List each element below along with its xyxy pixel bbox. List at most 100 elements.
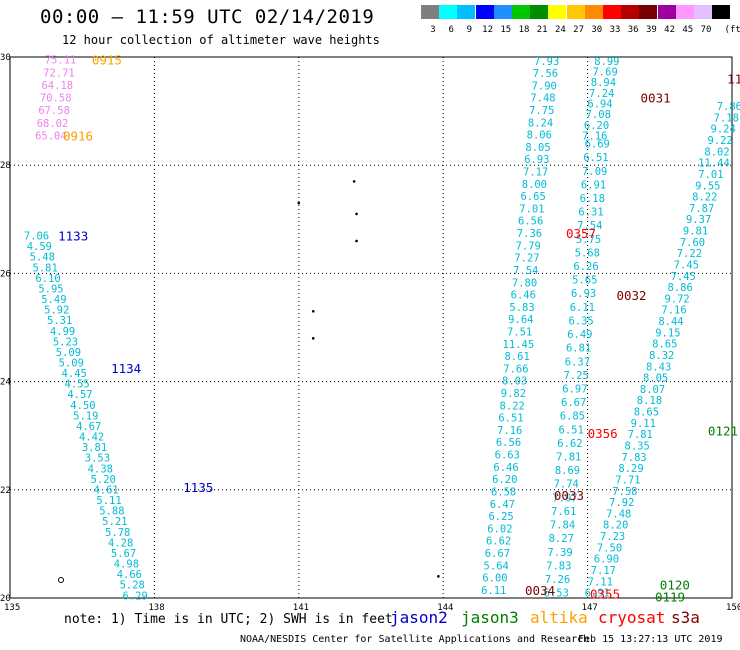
wave-height-value: 7.01 (519, 203, 544, 215)
legend-label: 45 (682, 25, 694, 35)
wave-height-value: 7.84 (550, 520, 575, 532)
wave-height-value: 6.62 (557, 438, 582, 450)
wave-height-value: 5.92 (44, 305, 69, 317)
legend-label: 9 (466, 25, 473, 35)
y-tick-label: 30 (0, 53, 11, 63)
wave-height-value: 7.81 (556, 452, 581, 464)
wave-height-value: 5.11 (96, 495, 121, 507)
wave-height-value: 4.61 (93, 484, 118, 496)
wave-height-value: 6.26 (573, 261, 598, 273)
wave-height-value: 7.61 (551, 506, 576, 518)
wave-height-value: 7.90 (532, 80, 557, 92)
satellite-s3a: s3a (671, 608, 700, 627)
legend-swatch (621, 5, 640, 19)
wave-height-value: 7.18 (714, 112, 739, 124)
wave-height-value: 8.94 (591, 77, 616, 89)
wave-height-value: 7.81 (628, 429, 653, 441)
wave-height-value: 4.57 (67, 389, 92, 401)
wave-height-value: 7.54 (513, 265, 538, 277)
wave-height-value: 9.82 (501, 388, 526, 400)
wave-height-value: 5.20 (91, 474, 116, 486)
x-tick-label: 138 (148, 603, 164, 613)
wave-height-value: 5.64 (484, 560, 509, 572)
pass-time-label: 0119 (655, 589, 685, 604)
wave-height-value: 6.10 (35, 273, 60, 285)
wave-height-value: 7.66 (503, 363, 528, 375)
pass-time-label: 0033 (554, 488, 584, 503)
wave-height-value: 8.22 (500, 400, 525, 412)
wave-height-value: 7.92 (609, 497, 634, 509)
wave-height-value: 6.31 (578, 207, 603, 219)
wave-height-value: 8.24 (528, 117, 553, 129)
wave-height-value: 4.59 (27, 241, 52, 253)
wave-height-value: 7.01 (698, 169, 723, 181)
legend-label: 24 (554, 25, 566, 35)
wave-height-value: 6.56 (518, 216, 543, 228)
wave-height-value: 72.71 (43, 67, 75, 79)
pass-time-label: 0034 (525, 583, 555, 598)
wave-height-value: 6.67 (561, 397, 586, 409)
wave-height-value: 5.48 (30, 252, 55, 264)
wave-height-value: 7.09 (582, 166, 607, 178)
wave-height-value: 8.29 (618, 463, 643, 475)
legend-swatch (639, 5, 658, 19)
generation-timestamp: Feb 15 13:27:13 UTC 2019 (578, 634, 723, 645)
y-tick-label: 24 (0, 378, 11, 388)
footnote: note: 1) Time is in UTC; 2) SWH is in fe… (64, 612, 393, 627)
legend-swatch (439, 5, 458, 19)
wave-height-value: 67.58 (38, 105, 70, 117)
wave-height-value: 6.97 (562, 383, 587, 395)
wave-height-value: 6.11 (570, 302, 595, 314)
station-marker (58, 577, 64, 583)
island-marker (311, 337, 315, 340)
wave-height-value: 4.42 (79, 432, 104, 444)
wave-height-value: 7.93 (534, 56, 559, 68)
wave-height-value: 6.20 (492, 474, 517, 486)
wave-height-value: 7.79 (516, 240, 541, 252)
island-marker (437, 575, 440, 578)
wave-height-value: 6.11 (481, 585, 506, 597)
wave-height-value: 6.85 (560, 411, 585, 423)
wave-height-value: 9.37 (686, 214, 711, 226)
wave-height-value: 5.09 (56, 347, 81, 359)
wave-height-value: 11.45 (503, 339, 535, 351)
wave-height-value: 6.47 (490, 499, 515, 511)
satellite-jason2: jason2 (390, 608, 448, 627)
wave-height-value: 9.55 (695, 180, 720, 192)
wave-height-value: 9.81 (683, 226, 708, 238)
wave-height-value: 7.24 (589, 88, 614, 100)
wave-height-value: 7.26 (545, 574, 570, 586)
wave-height-value: 7.45 (674, 259, 699, 271)
wave-height-value: 6.91 (585, 588, 610, 600)
wave-height-value: 5.83 (509, 302, 534, 314)
wave-height-value: 7.83 (546, 560, 571, 572)
legend-swatch (475, 5, 494, 19)
map-title: 00:00 – 11:59 UTC 02/14/2019 (40, 6, 375, 28)
wave-height-value: 6.51 (559, 424, 584, 436)
wave-height-value: 68.02 (37, 118, 69, 130)
legend-swatch (675, 5, 694, 19)
wave-height-value: 7.56 (533, 68, 558, 80)
wave-height-value: 4.66 (117, 569, 142, 581)
wave-height-value: 5.23 (53, 336, 78, 348)
wave-height-value: 9.22 (707, 135, 732, 147)
wave-height-value: 7.08 (586, 109, 611, 121)
pass-time-label: 0357 (566, 226, 596, 241)
legend-swatch (493, 5, 512, 19)
wave-height-value: 6.29 (122, 590, 147, 602)
wave-height-value: 6.46 (511, 290, 536, 302)
wave-height-value: 9.11 (631, 418, 656, 430)
pass-time-label: 114 (727, 72, 740, 87)
wave-height-value: 6.91 (581, 179, 606, 191)
wave-height-value: 4.55 (64, 379, 89, 391)
footer-credit: NOAA/NESDIS Center for Satellite Applica… (240, 634, 590, 645)
wave-height-value: 70.58 (40, 93, 72, 105)
wave-height-value: 4.98 (114, 559, 139, 571)
wave-height-value: 5.49 (41, 294, 66, 306)
wave-height-value: 5.78 (105, 527, 130, 539)
wave-height-value: 8.65 (634, 407, 659, 419)
wave-height-value: 7.25 (564, 370, 589, 382)
legend-swatch (530, 5, 549, 19)
wave-height-value: 4.50 (70, 400, 95, 412)
